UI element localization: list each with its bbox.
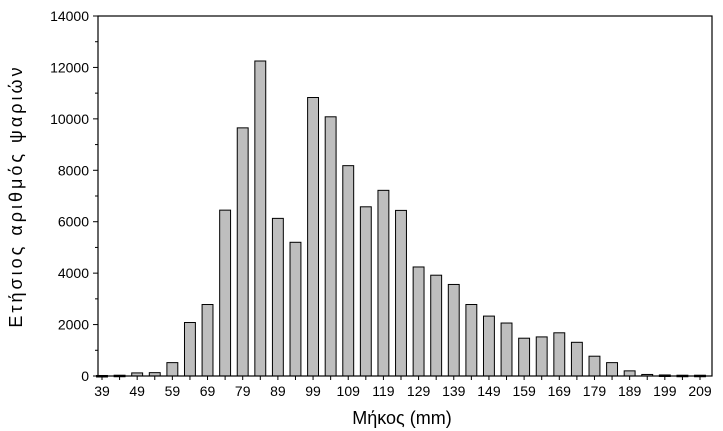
- bar: [606, 362, 619, 377]
- x-axis-ticks: 39 49 59 69 79 89 99 109 119 129 139 149 159 169 179 18…: [94, 376, 712, 399]
- bar: [377, 189, 390, 377]
- x-tick-label: 209: [688, 383, 712, 399]
- y-tick-label: 8000: [58, 162, 89, 178]
- bar: [623, 370, 636, 377]
- x-tick-label: 189: [618, 383, 642, 399]
- x-tick-label: 139: [442, 383, 466, 399]
- bar-group: [96, 60, 706, 378]
- y-tick-label: 6000: [58, 214, 89, 230]
- bar: [535, 336, 548, 377]
- bar: [553, 332, 566, 377]
- x-tick-label: 129: [407, 383, 431, 399]
- x-tick-label: 199: [653, 383, 677, 399]
- y-tick-label: 2000: [58, 317, 89, 333]
- x-tick-label: 109: [337, 383, 361, 399]
- bar: [342, 165, 355, 377]
- y-tick-label: 4000: [58, 265, 89, 281]
- y-tick-label: 12000: [50, 59, 89, 75]
- y-axis-ticks: 0 2000 4000 6000 8000 10000 12000 14000: [50, 8, 98, 384]
- x-axis-title: Μήκος (mm): [352, 408, 451, 428]
- bar: [236, 127, 249, 377]
- bar: [447, 283, 460, 377]
- plot-frame: [97, 15, 713, 377]
- bar: [289, 241, 302, 377]
- x-tick-label: 39: [94, 383, 110, 399]
- bar: [395, 209, 407, 377]
- bar: [271, 217, 284, 377]
- x-tick-label: 169: [548, 383, 572, 399]
- y-tick-label: 14000: [50, 8, 89, 24]
- bar: [359, 206, 372, 377]
- x-tick-label: 179: [583, 383, 607, 399]
- x-tick-label: 59: [165, 383, 181, 399]
- y-tick-label: 10000: [50, 111, 89, 127]
- y-tick-label: 0: [81, 368, 89, 384]
- bar: [570, 341, 583, 377]
- bar: [430, 274, 443, 377]
- x-tick-label: 69: [200, 383, 216, 399]
- x-tick-label: 89: [270, 383, 286, 399]
- bar: [324, 116, 337, 377]
- bar: [183, 322, 196, 377]
- y-axis-title: Ετήσιος αριθμός ψαριών: [6, 64, 26, 327]
- bar: [465, 304, 478, 377]
- x-tick-label: 119: [372, 383, 395, 399]
- x-tick-label: 99: [305, 383, 321, 399]
- bar: [518, 337, 531, 377]
- x-tick-label: 79: [235, 383, 251, 399]
- bar: [412, 266, 425, 377]
- bar: [201, 304, 214, 377]
- x-tick-label: 159: [512, 383, 536, 399]
- bar: [166, 362, 179, 377]
- x-tick-label: 149: [477, 383, 501, 399]
- bar: [219, 209, 232, 377]
- bar: [588, 355, 601, 377]
- bar: [254, 60, 267, 377]
- x-tick-label: 49: [129, 383, 145, 399]
- bar: [500, 322, 513, 377]
- bar: [482, 315, 495, 377]
- bar: [307, 97, 320, 377]
